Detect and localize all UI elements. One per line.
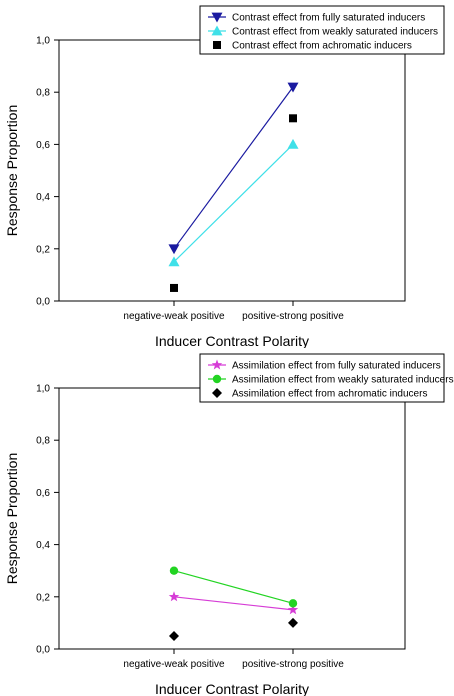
data-point [288, 617, 298, 628]
y-axis-title: Response Proportion [4, 105, 20, 237]
data-point [168, 244, 180, 255]
x-tick-label: negative-weak positive [123, 659, 225, 670]
data-point [168, 591, 180, 602]
x-tick-label: positive-strong positive [242, 311, 344, 322]
x-tick-label: negative-weak positive [123, 311, 225, 322]
data-point [170, 283, 178, 292]
y-tick-label: 0,6 [36, 488, 50, 499]
y-tick-label: 0,0 [36, 645, 50, 656]
legend-label: Contrast effect from achromatic inducers [232, 41, 412, 52]
y-tick-label: 0,4 [36, 192, 50, 203]
assimilation-chart: 0,0 0,2 0,4 0,6 0,8 1,0 negative-weak positive… [4, 353, 454, 696]
y-tick-label: 0,6 [36, 140, 50, 151]
legend-box [199, 5, 445, 55]
x-axis-title: Inducer Contrast Polarity [155, 681, 309, 696]
legend-marker [211, 12, 223, 23]
legend-marker [211, 25, 223, 36]
legend-box [199, 353, 445, 403]
legend-label: Contrast effect from fully saturated ind… [232, 13, 425, 24]
data-point [288, 599, 298, 608]
y-tick-label: 0,8 [36, 88, 50, 99]
legend-label: Assimilation effect from achromatic indu… [232, 389, 427, 400]
data-point [287, 138, 299, 149]
legend-marker [212, 374, 222, 384]
legend-marker [211, 359, 223, 370]
contrast-chart: 0,0 0,2 0,4 0,6 0,8 1,0 negative-weak positive… [4, 5, 445, 348]
data-point [287, 82, 299, 93]
series-line [173, 596, 294, 611]
y-tick-label: 0,2 [36, 244, 50, 255]
y-tick-label: 1,0 [36, 384, 50, 395]
y-tick-label: 0,8 [36, 436, 50, 447]
data-point [289, 114, 297, 123]
legend-marker [212, 388, 222, 398]
legend-label: Assimilation effect from fully saturated… [232, 361, 441, 372]
data-point [287, 604, 299, 615]
y-tick-label: 0,0 [36, 297, 50, 308]
y-axis-title: Response Proportion [4, 453, 20, 585]
data-point [168, 256, 180, 267]
data-point [169, 566, 179, 575]
series-line [173, 143, 294, 263]
series-line [173, 570, 294, 604]
y-tick-label: 0,4 [36, 540, 50, 551]
x-axis-title: Inducer Contrast Polarity [155, 333, 309, 348]
data-point [169, 630, 179, 641]
plot-frame [58, 387, 406, 650]
y-tick-label: 1,0 [36, 36, 50, 47]
legend-label: Contrast effect from weakly saturated in… [232, 27, 438, 38]
x-tick-label: positive-strong positive [242, 659, 344, 670]
y-tick-label: 0,2 [36, 592, 50, 603]
legend-marker [213, 41, 221, 49]
series-line [173, 86, 294, 250]
legend-label: Assimilation effect from weakly saturate… [232, 375, 454, 386]
